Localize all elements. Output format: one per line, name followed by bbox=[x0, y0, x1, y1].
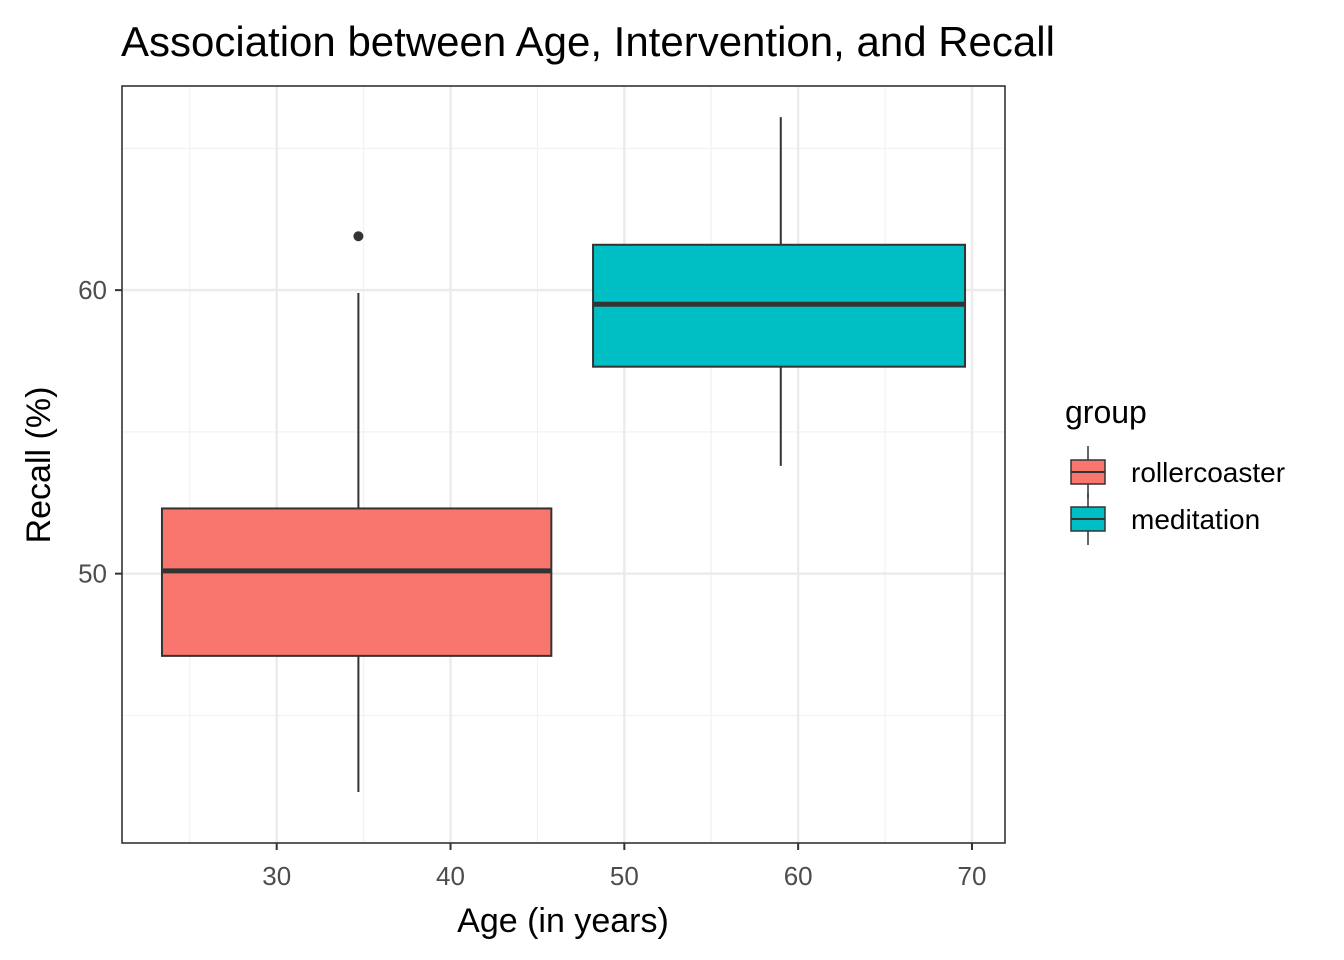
x-tick-label: 60 bbox=[784, 861, 813, 891]
x-axis: 30 40 50 60 70 bbox=[262, 843, 986, 891]
x-tick-label: 50 bbox=[610, 861, 639, 891]
legend-item-rollercoaster: rollercoaster bbox=[1070, 446, 1285, 498]
x-tick-label: 70 bbox=[958, 861, 987, 891]
x-axis-title: Age (in years) bbox=[457, 902, 669, 940]
y-axis: 50 60 bbox=[78, 275, 122, 589]
grid-minor bbox=[122, 86, 1005, 843]
legend-label: meditation bbox=[1131, 504, 1260, 535]
boxplots bbox=[160, 117, 967, 792]
legend-label: rollercoaster bbox=[1131, 457, 1285, 488]
legend-item-meditation: meditation bbox=[1070, 493, 1260, 545]
x-tick-label: 40 bbox=[436, 861, 465, 891]
x-tick-label: 30 bbox=[262, 861, 291, 891]
legend-title: group bbox=[1065, 394, 1147, 430]
plot-background bbox=[122, 86, 1005, 843]
legend: group rollercoaster meditation bbox=[1065, 394, 1285, 545]
outlier-point bbox=[353, 231, 364, 242]
boxplot-meditation bbox=[592, 117, 967, 466]
box bbox=[160, 507, 553, 657]
plot-border bbox=[121, 85, 1006, 844]
y-tick-label: 60 bbox=[78, 275, 107, 305]
y-axis-title: Recall (%) bbox=[20, 387, 58, 544]
y-tick-label: 50 bbox=[78, 559, 107, 589]
boxplot-rollercoaster bbox=[160, 231, 553, 792]
chart-title: Association between Age, Intervention, a… bbox=[121, 18, 1055, 65]
plot-panel bbox=[121, 85, 1006, 844]
